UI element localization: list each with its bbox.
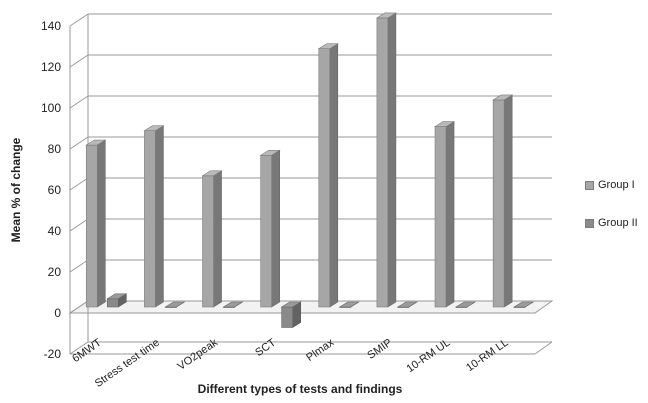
bar-group1-3 [259, 149, 281, 308]
x-axis-title: Different types of tests and findings [198, 382, 403, 396]
bar-group1-7-top [492, 94, 514, 101]
bar-group2-4 [338, 301, 360, 308]
x-tick-label-3: SCT [253, 336, 278, 359]
bar-group2-6 [454, 301, 477, 308]
legend-swatch-group2 [585, 218, 594, 228]
bar-group2-3-top [280, 301, 302, 308]
bar-group2-4-top [338, 301, 360, 308]
bar-group2-5 [396, 301, 418, 308]
bar-group2-1 [164, 301, 186, 308]
bar-group1-7-side [503, 94, 513, 308]
side-gridline-8 [69, 13, 89, 27]
bar-group1-1 [143, 125, 165, 308]
bar-group1-5-front [376, 17, 389, 308]
bar-group1-2-front [202, 175, 214, 308]
bar-group1-6 [433, 121, 456, 308]
bar-group2-2-top [222, 301, 244, 308]
bar-group2-3-front [281, 306, 293, 328]
bar-group1-2-top [201, 170, 223, 177]
side-gridline-2 [69, 259, 89, 273]
y-tick-label-4: 60 [48, 183, 62, 197]
y-tick-label-1: 0 [54, 306, 61, 320]
bar-group1-6-front [434, 126, 447, 308]
y-tick-label-5: 80 [48, 142, 62, 156]
bar-group1-1-side [155, 125, 164, 308]
y-tick-label-6: 100 [41, 101, 61, 115]
bar-group2-3 [280, 301, 302, 329]
bar-group1-7-front [492, 99, 505, 308]
side-gridline-3 [69, 218, 89, 232]
bar-group1-2 [201, 170, 223, 308]
side-gridline-7 [69, 54, 89, 68]
legend-item-group2: Group II [585, 214, 648, 232]
bar-group1-5-side [387, 12, 397, 308]
bar-group2-0 [106, 293, 128, 308]
x-tick-label-0: 6MWT [70, 336, 104, 365]
grid [68, 13, 554, 355]
x-tick-label-5: SMIP [365, 337, 394, 362]
bar-group1-5 [375, 12, 397, 308]
bar-group1-1-top [143, 125, 165, 131]
bar-group1-6-top [433, 121, 456, 127]
chart-floor [68, 300, 554, 314]
side-gridline-4 [69, 177, 89, 191]
x-tick-label-4: Plmax [304, 336, 336, 364]
legend-swatch-group1 [585, 180, 594, 190]
bar-group1-6-side [445, 121, 455, 308]
bars [85, 12, 535, 329]
legend-label-group2: Group II [598, 217, 638, 229]
y-tick-label-2: 20 [48, 265, 62, 279]
bar-group2-2 [222, 301, 244, 308]
side-gridline-0 [69, 341, 89, 355]
y-axis-title: Mean % of change [9, 137, 23, 242]
bar-group1-0-side [96, 139, 106, 308]
legend: Group I Group II [585, 176, 648, 252]
bar-group2-0-top [106, 293, 128, 300]
y-tick-label-7: 120 [41, 60, 61, 74]
y-tick-label-0: -20 [44, 347, 62, 361]
bar-group1-7 [492, 94, 514, 308]
legend-label-group1: Group I [598, 179, 635, 191]
bar-group1-3-top [259, 150, 281, 156]
bar-group2-7-top [513, 301, 535, 308]
legend-item-group1: Group I [585, 176, 648, 194]
bar-group1-0-front [85, 144, 98, 308]
bar-group1-4-top [317, 43, 339, 50]
y-tick-label-3: 40 [48, 224, 62, 238]
bar-group2-5-top [396, 301, 418, 308]
side-gridline-1 [69, 300, 89, 314]
bar-group1-2-side [213, 170, 222, 308]
bar-group1-0 [85, 139, 107, 308]
bar-group2-0-front [106, 298, 119, 308]
bar-group2-6-top [454, 301, 477, 308]
bar-group1-1-front [144, 130, 156, 308]
bar-group1-0-top [85, 139, 107, 146]
y-tick-label-8: 140 [41, 19, 61, 33]
bar-group1-4-front [318, 48, 331, 308]
bar-group1-4 [317, 43, 339, 308]
bar-group1-4-side [329, 43, 339, 308]
bar-group2-7 [513, 301, 535, 308]
bar-group1-5-top [375, 12, 397, 19]
y-tick-labels: -20 0 20 40 60 80 100 120 140 [41, 19, 61, 361]
side-gridline-5 [69, 136, 89, 150]
bar-group2-1-top [164, 301, 186, 308]
bar-group1-3-side [271, 149, 280, 308]
side-gridline-6 [69, 95, 89, 109]
bar-group1-3-front [260, 155, 272, 308]
x-tick-label-1: Stress test time [93, 337, 162, 390]
bottom-right-edge [534, 341, 553, 355]
